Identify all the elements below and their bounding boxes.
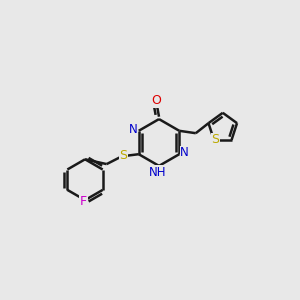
Text: N: N — [180, 146, 189, 159]
Text: S: S — [212, 134, 219, 146]
Text: O: O — [152, 94, 161, 107]
Text: NH: NH — [149, 166, 166, 179]
Text: N: N — [129, 123, 138, 136]
Text: F: F — [80, 195, 87, 208]
Text: S: S — [119, 149, 127, 162]
